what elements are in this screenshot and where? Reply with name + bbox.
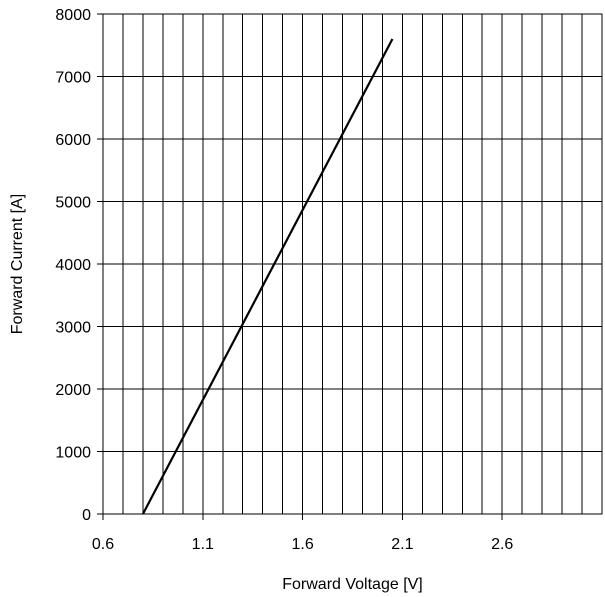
y-axis-ticks: 0 1000 2000 3000 4000 5000 6000 7000 8000 bbox=[55, 7, 103, 524]
x-axis-ticks: 0.6 1.1 1.6 2.1 2.6 bbox=[92, 514, 513, 553]
y-tick-label: 1000 bbox=[55, 445, 91, 462]
x-tick-label: 2.6 bbox=[491, 536, 513, 553]
x-tick-label: 0.6 bbox=[92, 536, 114, 553]
y-tick-label: 7000 bbox=[55, 70, 91, 87]
y-tick-label: 2000 bbox=[55, 382, 91, 399]
y-tick-label: 0 bbox=[82, 507, 91, 524]
y-tick-label: 8000 bbox=[55, 7, 91, 24]
x-tick-label: 1.6 bbox=[291, 536, 313, 553]
series-line bbox=[141, 38, 394, 515]
x-tick-label: 2.1 bbox=[391, 536, 413, 553]
y-tick-label: 6000 bbox=[55, 132, 91, 149]
y-tick-label: 5000 bbox=[55, 195, 91, 212]
series-layer bbox=[141, 38, 394, 515]
y-axis-label: Forward Current [A] bbox=[9, 194, 26, 334]
y-tick-label: 4000 bbox=[55, 257, 91, 274]
y-tick-label: 3000 bbox=[55, 320, 91, 337]
x-tick-label: 1.1 bbox=[192, 536, 214, 553]
x-axis-label: Forward Voltage [V] bbox=[282, 576, 423, 593]
grid bbox=[103, 14, 602, 514]
